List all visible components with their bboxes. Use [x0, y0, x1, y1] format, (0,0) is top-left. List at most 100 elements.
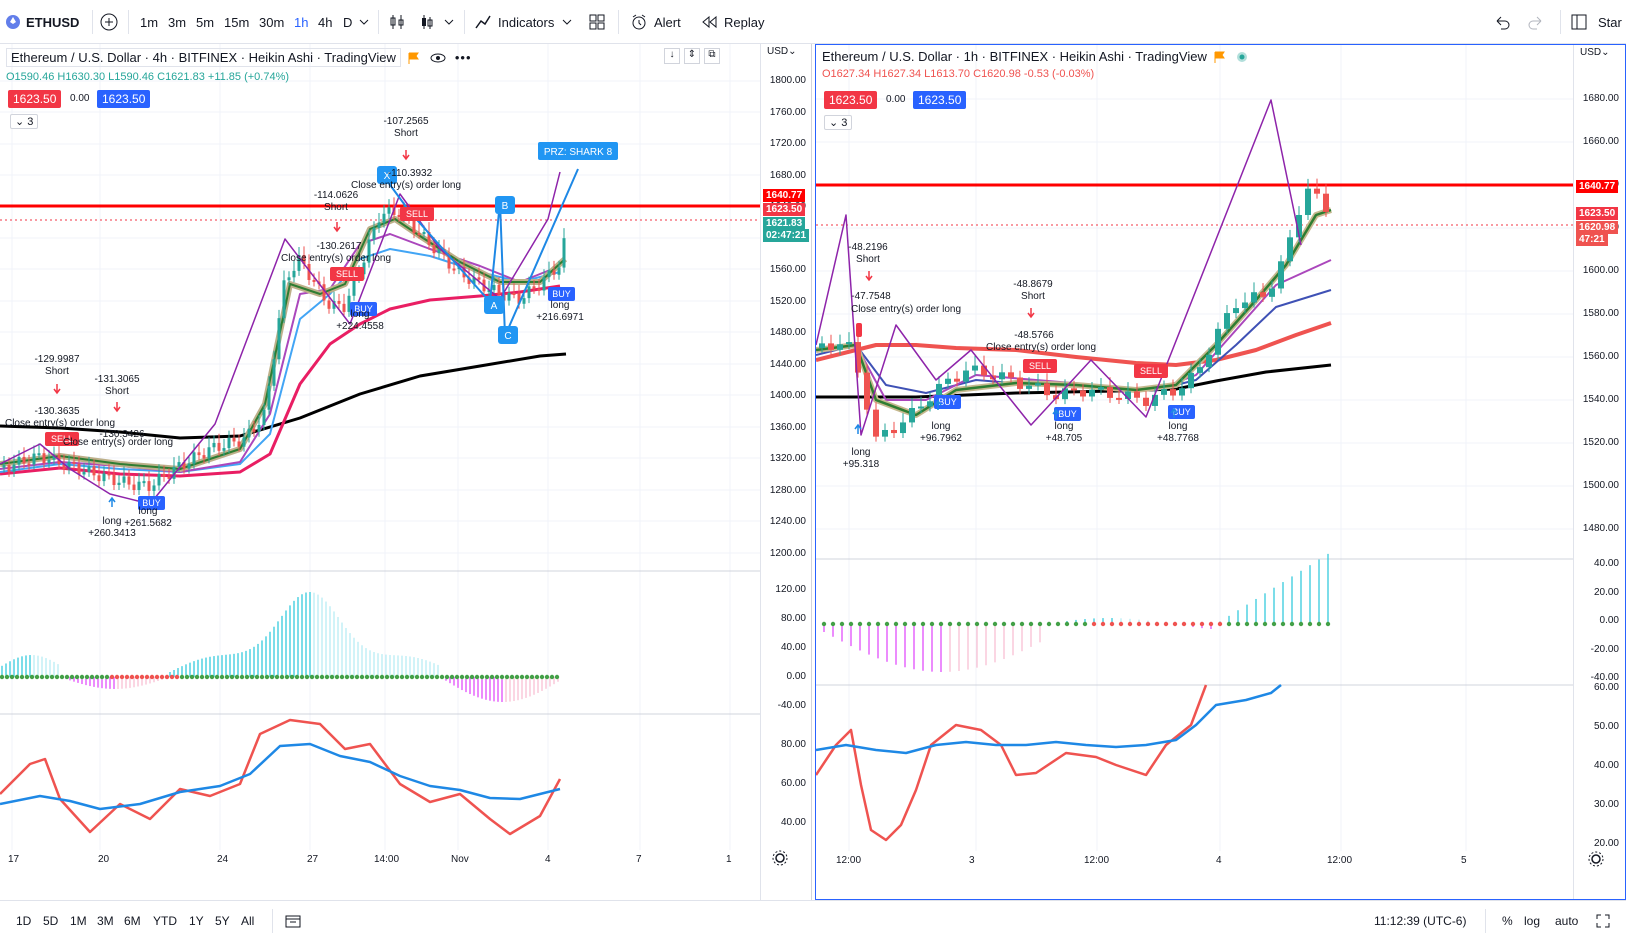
- candle: [447, 254, 451, 269]
- sell-badge: [1134, 364, 1168, 378]
- rsi-slow-line: [816, 684, 1282, 755]
- chart-type-dropdown[interactable]: [444, 0, 454, 44]
- candle: [162, 473, 166, 477]
- buy-price-button[interactable]: 1623.50: [97, 90, 151, 108]
- range-6m[interactable]: 6M: [124, 913, 141, 928]
- interval-15m[interactable]: 15m: [224, 14, 250, 30]
- interval-d[interactable]: D: [343, 14, 353, 30]
- chart-title[interactable]: Ethereum / U.S. Dollar · 1h · BITFINEX ·…: [822, 49, 1207, 64]
- zero-line-dot: [379, 674, 385, 680]
- zero-line-dot: [1019, 621, 1025, 627]
- flag-icon[interactable]: [407, 51, 421, 65]
- templates-button[interactable]: [588, 0, 606, 44]
- percent-toggle[interactable]: %: [1502, 913, 1513, 928]
- range-3m[interactable]: 3M: [97, 913, 114, 928]
- candle: [1134, 391, 1140, 398]
- zero-line-dot: [1082, 621, 1088, 627]
- indicator-collapse[interactable]: ⌄ 3: [10, 114, 39, 129]
- sell-price-button[interactable]: 1623.50: [8, 90, 62, 108]
- candle: [873, 409, 879, 437]
- zero-line-dot: [344, 674, 350, 680]
- compare-add-button[interactable]: [100, 0, 118, 44]
- indicator-collapse[interactable]: ⌄ 3: [824, 115, 853, 130]
- currency-label[interactable]: USD⌄: [767, 46, 797, 57]
- interval-1m[interactable]: 1m: [140, 14, 159, 30]
- range-ytd[interactable]: YTD: [153, 913, 177, 928]
- range-5y[interactable]: 5Y: [215, 913, 230, 928]
- candle: [352, 278, 356, 296]
- zero-line-dot: [1091, 621, 1097, 627]
- candle: [1197, 367, 1203, 373]
- candle: [855, 342, 861, 373]
- time-axis-4h[interactable]: 17 20 24 27 14:00 Nov 4 7 1: [0, 850, 760, 872]
- undo-button[interactable]: [1493, 0, 1511, 44]
- symbol-search[interactable]: ETHUSD: [6, 0, 79, 44]
- interval-3m[interactable]: 3m: [168, 14, 187, 30]
- layout-button[interactable]: Star: [1570, 0, 1622, 44]
- zero-line-dot: [857, 621, 863, 627]
- chart-type-button[interactable]: [418, 0, 436, 44]
- bar-style-button[interactable]: [388, 0, 406, 44]
- strategy-annotation: +95.318: [843, 459, 880, 470]
- chart-pane-4h[interactable]: X B A C PRZ: SHARK 8 SELL BUY SELL BUY SELL BUY -12…: [0, 44, 812, 900]
- log-toggle[interactable]: log: [1524, 913, 1541, 928]
- price-axis-4h[interactable]: USD⌄ 1800.001760.001720.001680.001640.00…: [760, 44, 811, 900]
- time-axis-label: 24: [217, 854, 229, 865]
- range-5d[interactable]: 5D: [43, 913, 59, 928]
- chart-canvas-1h[interactable]: BUYSELLBUYSELLBUY-48.2196Short-47.7548Cl…: [816, 45, 1573, 900]
- indicators-dropdown[interactable]: [562, 0, 572, 44]
- range-1m[interactable]: 1M: [70, 913, 87, 928]
- interval-4h[interactable]: 4h: [318, 14, 333, 30]
- zero-line-dot: [54, 674, 60, 680]
- interval-dropdown[interactable]: [359, 0, 369, 44]
- zero-line-dot: [1244, 621, 1250, 627]
- alarm-clock-icon: [632, 14, 646, 30]
- auto-toggle[interactable]: auto: [1555, 913, 1579, 928]
- sell-price-button[interactable]: 1623.50: [824, 91, 878, 109]
- rsi-axis-label: 60.00: [1593, 682, 1619, 693]
- chart-canvas-4h[interactable]: X B A C PRZ: SHARK 8 SELL BUY SELL BUY SELL BUY -12…: [0, 44, 760, 900]
- settings-gear-icon[interactable]: [772, 850, 788, 869]
- replay-button[interactable]: Replay: [700, 0, 764, 44]
- candle: [337, 300, 341, 304]
- chart-title[interactable]: Ethereum / U.S. Dollar · 4h · BITFINEX ·…: [6, 48, 401, 67]
- chart-pane-1h[interactable]: BUY SELL BUY SELL BUY -48.2196 Short -47.7548 Cl…: [815, 44, 1626, 900]
- flag-icon[interactable]: [1213, 50, 1227, 64]
- interval-30m[interactable]: 30m: [259, 14, 285, 30]
- time-axis-label: Nov: [451, 854, 469, 865]
- ethereum-icon: [6, 15, 20, 29]
- sell-badge-small: [856, 323, 862, 337]
- settings-gear-icon[interactable]: [1588, 851, 1604, 870]
- resize-icon[interactable]: ⇕: [684, 48, 700, 64]
- zero-line-dot: [459, 674, 465, 680]
- clock-timezone[interactable]: 11:12:39 (UTC-6): [1374, 913, 1467, 928]
- range-1d[interactable]: 1D: [16, 913, 32, 928]
- zero-line-dot: [339, 674, 345, 680]
- price-axis-1h[interactable]: USD⌄ 1680.001660.001640.001620.001600.00…: [1573, 45, 1625, 899]
- candle: [342, 303, 346, 312]
- arrow-down-icon[interactable]: ↓: [664, 48, 680, 64]
- date-range-button[interactable]: [285, 901, 301, 939]
- candle: [157, 473, 161, 486]
- time-axis-1h[interactable]: 12:00 3 12:00 4 12:00 5: [816, 851, 1573, 873]
- interval-1h[interactable]: 1h: [294, 14, 309, 30]
- redo-button[interactable]: [1527, 0, 1545, 44]
- candle: [963, 370, 969, 382]
- spread-value: 0.00: [70, 93, 90, 104]
- eye-icon[interactable]: [429, 51, 447, 65]
- buy-price-button[interactable]: 1623.50: [913, 91, 967, 109]
- fullscreen-button[interactable]: [1596, 901, 1610, 939]
- alert-button[interactable]: Alert: [630, 0, 681, 44]
- interval-5m[interactable]: 5m: [196, 14, 215, 30]
- strategy-annotation: Close entry(s) order long: [5, 418, 115, 429]
- price-axis-label: 1360.00: [769, 421, 806, 433]
- more-icon[interactable]: •••: [454, 50, 472, 65]
- candle: [497, 285, 501, 295]
- oscillator-axis-label: 20.00: [1593, 586, 1619, 598]
- zero-line-dot: [24, 674, 30, 680]
- currency-label[interactable]: USD⌄: [1580, 47, 1610, 58]
- indicators-button[interactable]: Indicators: [474, 0, 554, 44]
- range-all[interactable]: All: [241, 913, 255, 928]
- restore-icon[interactable]: ⧉: [704, 48, 720, 64]
- range-1y[interactable]: 1Y: [189, 913, 204, 928]
